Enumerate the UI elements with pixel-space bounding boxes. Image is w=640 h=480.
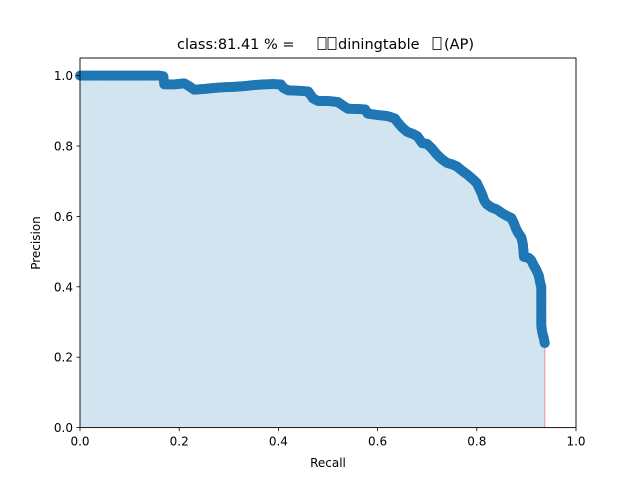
x-tick-label: 0.2 bbox=[170, 435, 189, 449]
data-point bbox=[539, 338, 550, 349]
y-tick-label: 0.8 bbox=[54, 140, 73, 154]
y-axis-label: Precision bbox=[29, 216, 43, 270]
y-tick-label: 1.0 bbox=[54, 69, 73, 83]
title-suffix: (AP) bbox=[444, 37, 474, 53]
x-axis-label: Recall bbox=[310, 456, 346, 470]
area-under-curve bbox=[80, 75, 545, 428]
y-tick-label: 0.2 bbox=[54, 351, 73, 365]
plot-frame bbox=[79, 57, 577, 429]
x-tick-label: 0.0 bbox=[70, 435, 89, 449]
chart-title: class:81.41 % = diningtable (AP) bbox=[177, 37, 474, 53]
x-tick-label: 0.4 bbox=[269, 435, 288, 449]
missing-glyph-box bbox=[317, 37, 327, 50]
x-tick-label: 0.8 bbox=[467, 435, 486, 449]
x-tick-label: 1.0 bbox=[566, 435, 585, 449]
missing-glyph-box bbox=[432, 37, 442, 50]
y-tick-label: 0.4 bbox=[54, 280, 73, 294]
missing-glyph-box bbox=[327, 37, 337, 50]
y-tick-label: 0.0 bbox=[54, 421, 73, 435]
title-prefix: class:81.41 % = bbox=[177, 37, 295, 53]
title-class-name: diningtable bbox=[338, 37, 420, 53]
x-tick-label: 0.6 bbox=[368, 435, 387, 449]
y-tick-label: 0.6 bbox=[54, 210, 73, 224]
